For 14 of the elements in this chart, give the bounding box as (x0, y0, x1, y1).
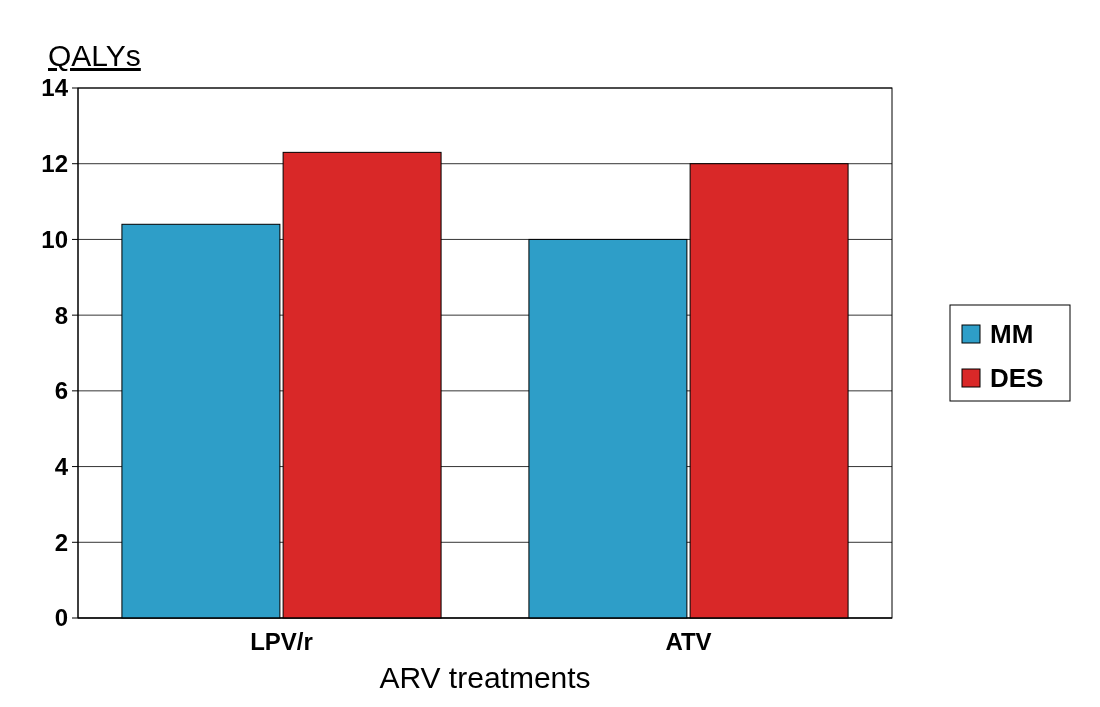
y-tick-label: 6 (54, 377, 68, 405)
y-tick-label: 2 (54, 528, 68, 556)
y-axis-title: QALYs (48, 39, 141, 72)
y-tick-label: 8 (54, 301, 68, 329)
y-tick-label: 10 (41, 225, 68, 253)
x-tick-label: LPV/r (250, 628, 313, 655)
legend-label: MM (990, 319, 1034, 350)
y-tick-label: 12 (41, 150, 68, 178)
y-tick-label: 0 (54, 604, 68, 632)
y-tick-label: 4 (54, 452, 69, 480)
legend-label: DES (990, 363, 1044, 394)
x-tick-label: ATV (665, 628, 712, 655)
y-tick-label: 14 (41, 74, 69, 102)
x-axis-title: ARV treatments (379, 661, 591, 694)
